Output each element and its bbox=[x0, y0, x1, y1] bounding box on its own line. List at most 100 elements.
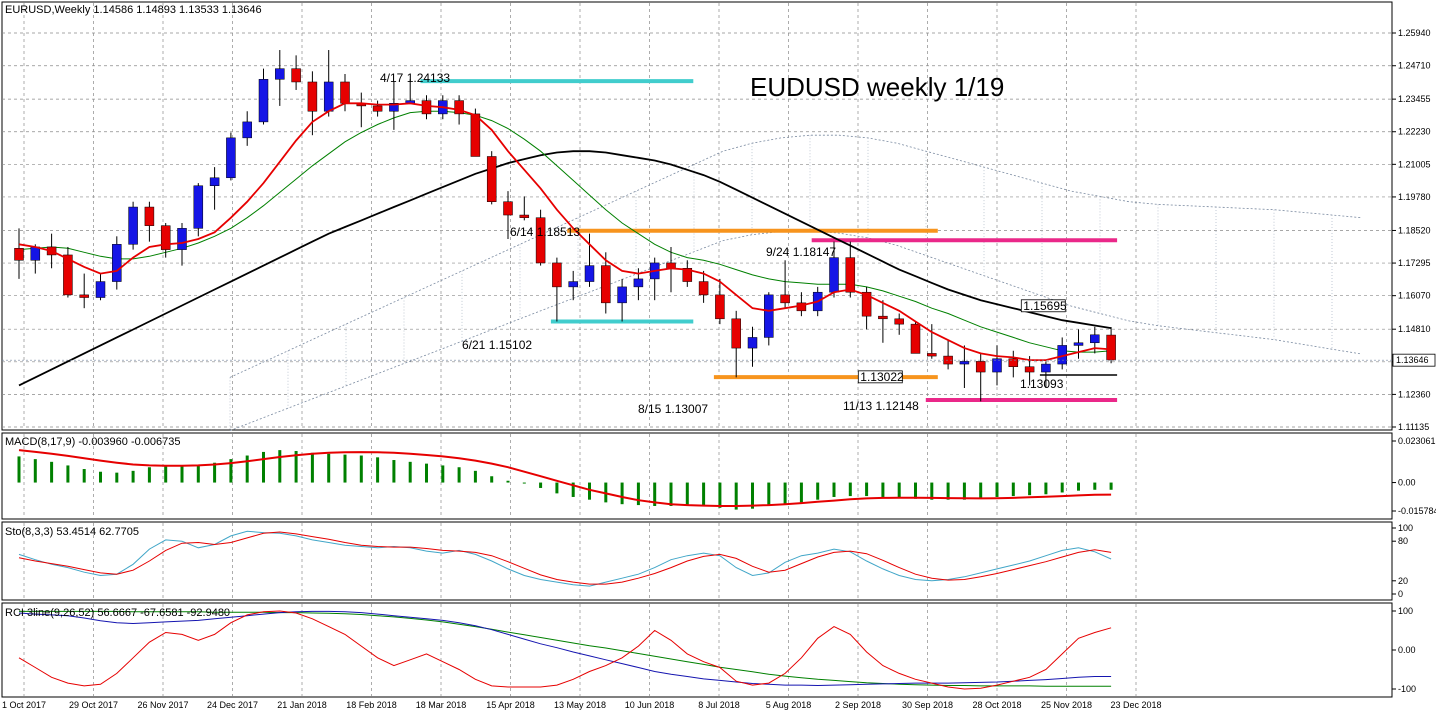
candle-body bbox=[1106, 334, 1116, 361]
candle-body bbox=[731, 318, 741, 349]
panel-frame-sto bbox=[1, 521, 1393, 601]
sto-y-tick-label: 80 bbox=[1398, 536, 1408, 546]
sto-y-tick-label: 0 bbox=[1398, 589, 1403, 599]
panel-frame-rci bbox=[1, 602, 1393, 698]
x-tick-label: 1 Oct 2017 bbox=[2, 700, 46, 710]
x-tick-label: 18 Mar 2018 bbox=[416, 700, 467, 710]
candle-body bbox=[30, 246, 41, 261]
price-box bbox=[857, 370, 903, 384]
macd-histogram-bar bbox=[669, 482, 673, 506]
x-tick-label: 10 Jun 2018 bbox=[625, 700, 675, 710]
candle-body bbox=[1090, 334, 1100, 344]
macd-histogram-bar bbox=[620, 482, 624, 505]
level-annotation: 9/24 1.18147 bbox=[766, 245, 836, 259]
macd-histogram-bar bbox=[539, 482, 543, 488]
y-tick-label: 1.25940 bbox=[1398, 28, 1431, 38]
y-tick-label: 1.18520 bbox=[1398, 225, 1431, 235]
macd-histogram-bar bbox=[914, 482, 917, 499]
macd-histogram-bar bbox=[685, 482, 689, 506]
candle-body bbox=[617, 286, 627, 304]
candle-body bbox=[372, 105, 383, 112]
macd-histogram-bar bbox=[734, 482, 738, 510]
price-box-label: 1.13022 bbox=[860, 370, 904, 384]
macd-histogram-bar bbox=[946, 482, 950, 500]
candle-body bbox=[633, 278, 644, 288]
candle-body bbox=[128, 206, 138, 245]
macd-histogram-bar bbox=[571, 482, 575, 497]
macd-histogram-bar bbox=[245, 455, 249, 483]
candle-body bbox=[959, 361, 970, 365]
macd-histogram-bar bbox=[848, 482, 852, 497]
macd-histogram-bar bbox=[1044, 482, 1048, 495]
macd-histogram-bar bbox=[865, 482, 869, 497]
macd-histogram-bar bbox=[522, 482, 526, 484]
candle-body bbox=[340, 81, 350, 104]
ma-red-line bbox=[18, 102, 1112, 361]
macd-histogram-bar bbox=[82, 469, 86, 483]
macd-histogram-bar bbox=[1093, 482, 1097, 490]
candle-body bbox=[177, 228, 187, 250]
candle-body bbox=[861, 291, 872, 317]
candle-body bbox=[1041, 363, 1051, 373]
ma-green-line bbox=[18, 110, 1112, 353]
x-tick-label: 30 Sep 2018 bbox=[902, 700, 953, 710]
macd-signal-line bbox=[18, 449, 1112, 507]
x-tick-label: 8 Jul 2018 bbox=[698, 700, 740, 710]
candle-body bbox=[975, 361, 986, 373]
macd-histogram-bar bbox=[473, 470, 477, 483]
candle-body bbox=[568, 281, 578, 288]
macd-y-tick-label: 0.023061 bbox=[1398, 436, 1436, 446]
candle-body bbox=[323, 81, 334, 112]
price-box-label: 1.15695 bbox=[1023, 299, 1067, 313]
cloud-upper bbox=[229, 134, 1362, 378]
candle-body bbox=[242, 121, 252, 139]
candle-body bbox=[1073, 342, 1084, 346]
level-annotation: 11/13 1.12148 bbox=[843, 399, 919, 413]
candle-body bbox=[95, 281, 106, 298]
candle-body bbox=[747, 337, 758, 349]
macd-y-tick-label: 0.00 bbox=[1398, 478, 1416, 488]
candle-body bbox=[552, 262, 562, 288]
y-tick-label: 1.23455 bbox=[1398, 94, 1431, 104]
candle-body bbox=[144, 206, 155, 226]
macd-histogram-bar bbox=[1011, 482, 1015, 497]
candle-body bbox=[79, 294, 89, 298]
macd-histogram-bar bbox=[294, 451, 298, 483]
macd-histogram-bar bbox=[897, 482, 901, 498]
symbol-header: EURUSD,Weekly 1.14586 1.14893 1.13533 1.… bbox=[5, 4, 262, 16]
rci-y-tick-label: -100 bbox=[1398, 684, 1416, 694]
sto-header: Sto(8,3,3) 53.4514 62.7705 bbox=[5, 526, 139, 538]
candle-body bbox=[601, 265, 611, 304]
level-annotation: 8/15 1.13007 bbox=[638, 402, 708, 416]
macd-histogram-bar bbox=[1028, 482, 1032, 496]
candle-body bbox=[209, 177, 220, 187]
macd-histogram-bar bbox=[799, 482, 803, 503]
macd-histogram-bar bbox=[343, 454, 347, 483]
macd-histogram-bar bbox=[930, 482, 934, 500]
rci-short-line bbox=[18, 610, 1112, 690]
candle-body bbox=[291, 68, 301, 83]
candle-body bbox=[470, 113, 481, 157]
macd-histogram-bar bbox=[278, 450, 282, 483]
candle-body bbox=[519, 214, 530, 218]
candle-body bbox=[927, 353, 937, 357]
macd-histogram-bar bbox=[995, 482, 999, 497]
macd-histogram-bar bbox=[1060, 482, 1064, 493]
macd-histogram-bar bbox=[50, 461, 54, 483]
y-tick-label: 1.12360 bbox=[1398, 389, 1431, 399]
macd-header: MACD(8,17,9) -0.003960 -0.006735 bbox=[5, 436, 181, 448]
macd-histogram-bar bbox=[881, 482, 885, 497]
macd-histogram-bar bbox=[962, 482, 966, 500]
macd-histogram-bar bbox=[99, 471, 102, 483]
level-annotation: 1.13093 bbox=[1020, 377, 1064, 391]
candle-body bbox=[698, 281, 709, 296]
macd-histogram-bar bbox=[115, 472, 119, 483]
candle-body bbox=[845, 257, 856, 293]
y-tick-label: 1.14810 bbox=[1398, 324, 1431, 334]
candle-body bbox=[682, 268, 693, 282]
candle-body bbox=[715, 294, 725, 320]
macd-histogram-bar bbox=[310, 452, 314, 483]
candle-body bbox=[454, 100, 464, 115]
macd-histogram-bar bbox=[147, 467, 151, 483]
